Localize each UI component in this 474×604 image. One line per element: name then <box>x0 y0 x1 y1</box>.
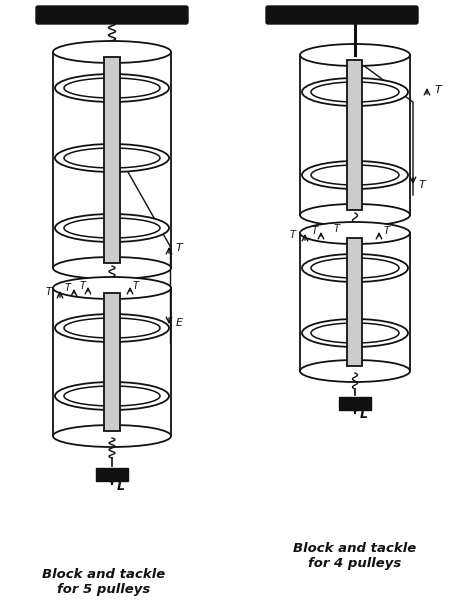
FancyBboxPatch shape <box>266 6 418 24</box>
Ellipse shape <box>300 44 410 66</box>
Ellipse shape <box>55 382 169 410</box>
Text: E: E <box>176 318 183 328</box>
Ellipse shape <box>300 360 410 382</box>
Ellipse shape <box>300 204 410 226</box>
Text: Block and tackle
for 5 pulleys: Block and tackle for 5 pulleys <box>42 568 165 596</box>
Ellipse shape <box>53 277 171 299</box>
Ellipse shape <box>302 319 408 347</box>
Text: L: L <box>117 480 125 492</box>
Ellipse shape <box>300 222 410 244</box>
Ellipse shape <box>55 314 169 342</box>
Ellipse shape <box>53 425 171 447</box>
Text: T: T <box>419 180 426 190</box>
Ellipse shape <box>55 144 169 172</box>
Ellipse shape <box>55 214 169 242</box>
Ellipse shape <box>302 78 408 106</box>
Text: T: T <box>176 243 183 253</box>
Bar <box>104 57 120 263</box>
Ellipse shape <box>311 82 399 102</box>
Ellipse shape <box>311 258 399 278</box>
Ellipse shape <box>302 161 408 189</box>
Ellipse shape <box>53 257 171 279</box>
Ellipse shape <box>64 386 160 406</box>
Ellipse shape <box>311 323 399 343</box>
Text: T: T <box>334 224 340 234</box>
Text: T: T <box>80 281 86 291</box>
Ellipse shape <box>53 41 171 63</box>
Text: T: T <box>133 281 139 291</box>
Ellipse shape <box>311 165 399 185</box>
Ellipse shape <box>64 148 160 168</box>
Ellipse shape <box>64 78 160 98</box>
Bar <box>347 238 363 366</box>
Text: T: T <box>290 230 296 240</box>
Text: T: T <box>65 283 71 293</box>
Text: T: T <box>312 226 318 236</box>
Bar <box>104 293 120 431</box>
Bar <box>347 60 363 210</box>
Ellipse shape <box>64 318 160 338</box>
Text: T: T <box>46 287 52 297</box>
Ellipse shape <box>55 74 169 102</box>
Ellipse shape <box>64 218 160 238</box>
Bar <box>96 468 128 481</box>
Text: T: T <box>435 85 442 95</box>
Text: Block and tackle
for 4 pulleys: Block and tackle for 4 pulleys <box>293 542 417 570</box>
Ellipse shape <box>302 254 408 282</box>
Text: L: L <box>360 408 368 422</box>
Text: T: T <box>384 226 390 236</box>
Bar <box>339 397 371 410</box>
FancyBboxPatch shape <box>36 6 188 24</box>
